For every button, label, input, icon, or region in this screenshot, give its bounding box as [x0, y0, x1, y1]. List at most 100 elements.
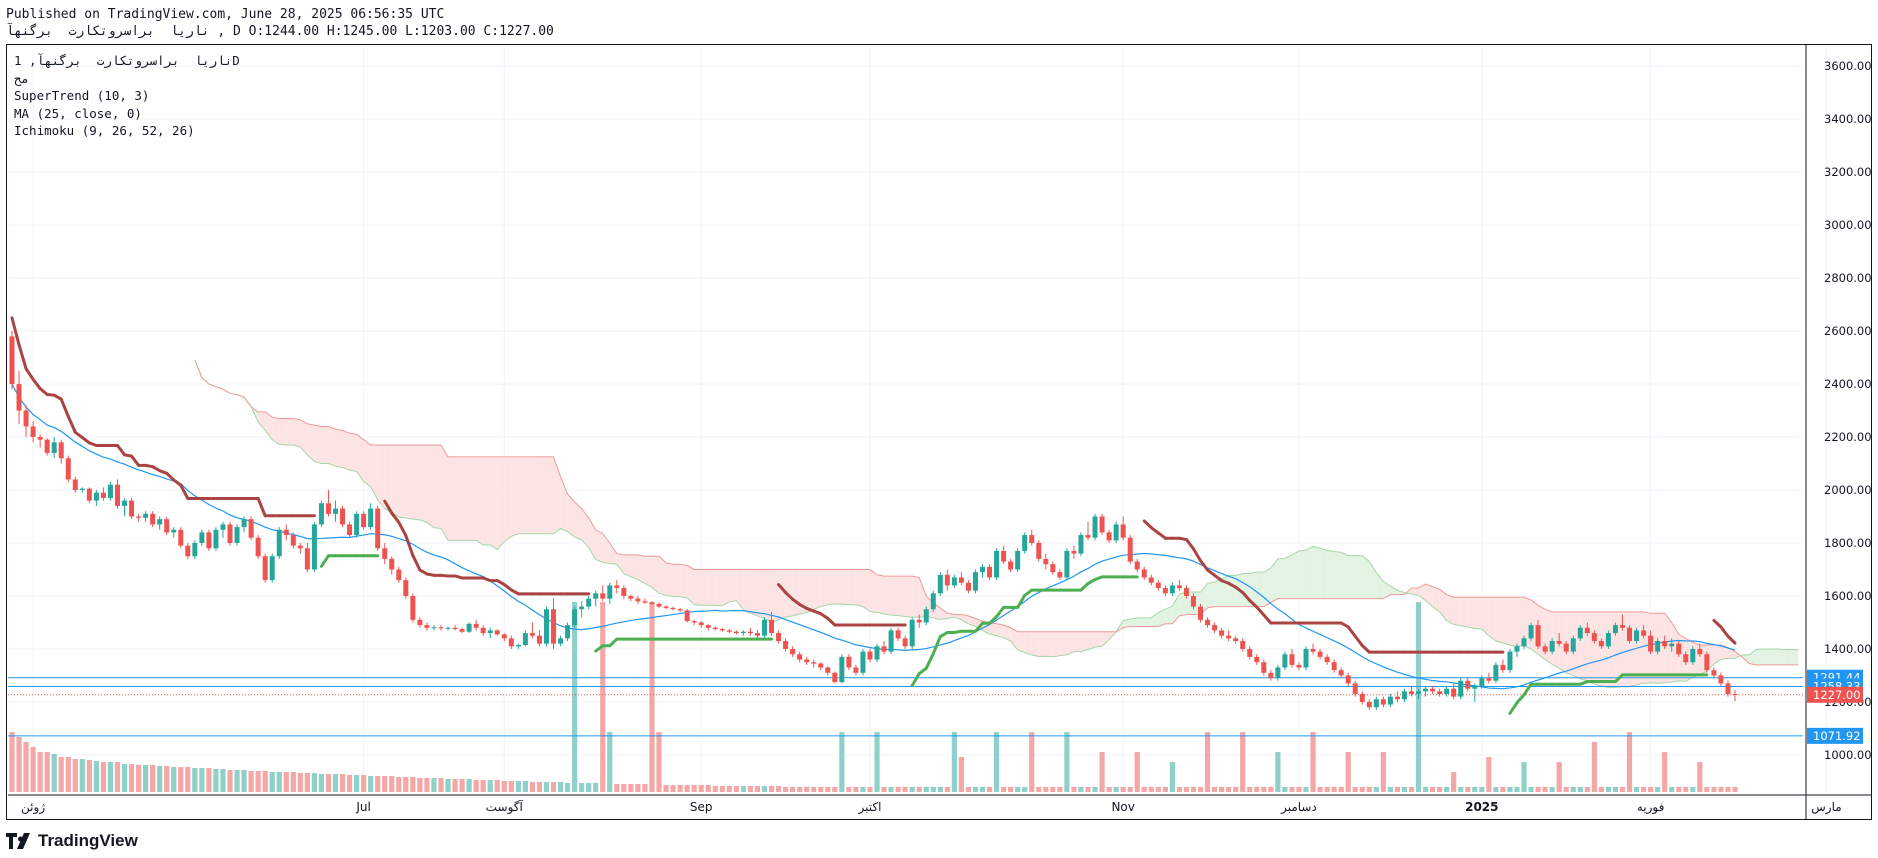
volume-bar: [107, 762, 114, 792]
volume-bar: [1655, 787, 1661, 792]
legend-symbol[interactable]: ناریا براسروتکارت برگنهآ, 1D: [14, 53, 240, 68]
ichimoku-cloud-segment: [1720, 644, 1728, 660]
y-tick-label: 2400.00: [1824, 377, 1872, 391]
ichimoku-cloud-segment: [1432, 586, 1440, 612]
chart-legend: ناریا براسروتکارت برگنهآ, 1D مح SuperTre…: [14, 52, 240, 140]
candle-body: [347, 524, 353, 536]
volume-bar: [72, 759, 78, 792]
volume-bar: [1345, 752, 1351, 792]
candle-body: [1472, 686, 1478, 689]
candle-body: [1001, 550, 1007, 562]
ichimoku-cloud-segment: [384, 444, 392, 513]
candle-body: [283, 529, 289, 536]
candle-body: [1563, 643, 1569, 652]
candle-body: [1036, 543, 1042, 559]
volume-bar: [1563, 787, 1569, 792]
candle-body: [1296, 664, 1302, 668]
ichimoku-cloud-segment: [342, 430, 350, 471]
ichimoku-cloud-segment: [630, 554, 638, 580]
ichimoku-cloud-segment: [1355, 555, 1363, 599]
volume-bar: [1204, 732, 1211, 792]
volume-bar: [1662, 752, 1668, 792]
published-line: Published on TradingView.com, June 28, 2…: [6, 7, 445, 22]
price-label-text: 1227.00: [1813, 688, 1861, 702]
volume-bar: [1605, 787, 1612, 792]
candle-body: [206, 532, 212, 549]
volume-bar: [1162, 787, 1168, 792]
candle-body: [628, 595, 634, 599]
ichimoku-cloud-segment: [1066, 631, 1074, 655]
supertrend-segment: [608, 637, 619, 648]
ichimoku-cloud-segment: [637, 554, 645, 584]
ichimoku-cloud-segment: [1749, 649, 1757, 665]
volume-bar: [185, 767, 191, 792]
ichimoku-cloud-segment: [729, 569, 737, 602]
volume-bar: [557, 782, 564, 792]
ichimoku-cloud-segment: [1763, 648, 1771, 665]
volume-bar: [143, 765, 149, 792]
ichimoku-cloud-segment: [919, 577, 927, 618]
candle-body: [1331, 662, 1337, 671]
candle-body: [199, 532, 205, 543]
candle-body: [1528, 625, 1534, 639]
volume-bar: [1211, 787, 1218, 792]
candle-body: [1022, 535, 1028, 551]
volume-bar: [1303, 787, 1309, 792]
ichimoku-cloud-segment: [1650, 613, 1658, 684]
ichimoku-cloud-segment: [426, 444, 434, 528]
legend-ichimoku[interactable]: Ichimoku (9, 26, 52, 26): [14, 123, 195, 138]
volume-bar: [586, 783, 592, 792]
candle-body: [937, 574, 943, 594]
volume-bar: [572, 602, 578, 792]
volume-bar: [1486, 757, 1492, 792]
candle-body: [1394, 696, 1400, 700]
volume-bar: [157, 766, 163, 792]
ichimoku-cloud-segment: [1263, 568, 1271, 607]
candle-body: [1127, 537, 1133, 562]
volume-bar: [1106, 787, 1112, 792]
volume-bar: [508, 781, 514, 792]
ichimoku-cloud-segment: [884, 576, 892, 616]
volume-bar: [1022, 787, 1028, 792]
candle-body: [642, 601, 648, 603]
volume-bar: [213, 769, 219, 792]
supertrend-segment: [397, 520, 408, 538]
brand-name[interactable]: TradingView: [38, 831, 138, 850]
ichimoku-cloud-segment: [673, 564, 681, 597]
legend-ma[interactable]: MA (25, close, 0): [14, 105, 142, 121]
candle-body: [1092, 516, 1098, 538]
candle-body: [1416, 691, 1422, 694]
ichimoku-cloud-segment: [1502, 597, 1510, 645]
candle-body: [1465, 680, 1471, 689]
candle-body: [333, 508, 339, 514]
candle-body: [663, 606, 669, 608]
volume-bar: [1148, 787, 1154, 792]
x-tick-label: دسامبر: [1280, 800, 1317, 815]
volume-bar: [1282, 787, 1288, 792]
volume-bar: [972, 787, 979, 792]
ichimoku-cloud-segment: [1059, 631, 1067, 656]
ichimoku-cloud-segment: [834, 569, 842, 605]
volume-bar: [944, 787, 950, 792]
volume-bar: [698, 785, 704, 792]
ichimoku-cloud-segment: [1130, 617, 1138, 627]
candle-body: [776, 633, 782, 642]
candle-body: [1549, 641, 1555, 652]
ichimoku-cloud-segment: [1545, 609, 1553, 665]
candle-body: [1148, 577, 1154, 583]
ichimoku-cloud-segment: [1137, 617, 1145, 627]
candle-body: [987, 566, 993, 578]
volume-bar: [171, 767, 177, 792]
ichimoku-cloud-segment: [490, 456, 498, 550]
volume-bar: [1078, 787, 1084, 792]
candle-body: [614, 585, 620, 589]
volume-bar: [593, 783, 599, 792]
ichimoku-cloud-segment: [792, 569, 800, 616]
ichimoku-cloud-segment: [1643, 611, 1651, 684]
legend-supertrend[interactable]: SuperTrend (10, 3): [14, 88, 150, 103]
ichimoku-cloud-segment: [1165, 605, 1173, 624]
ichimoku-cloud-segment: [1777, 648, 1785, 665]
candle-body: [867, 651, 873, 660]
candle-body: [1106, 532, 1112, 541]
